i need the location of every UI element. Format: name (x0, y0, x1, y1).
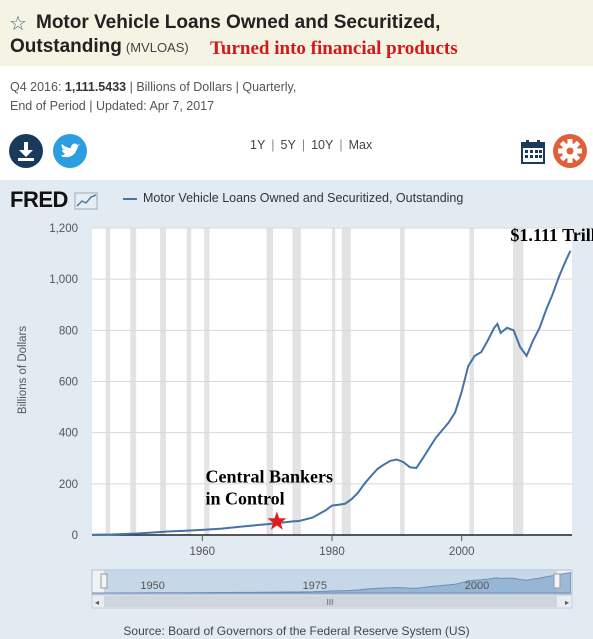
range-1y[interactable]: 1Y (250, 138, 266, 152)
x-tick-label: 1980 (319, 546, 345, 558)
meta-details-2: End of Period | Updated: Apr 7, 2017 (10, 99, 215, 113)
scroll-left-icon[interactable]: ◂ (95, 598, 99, 607)
y-tick-label: 400 (59, 428, 78, 440)
legend-swatch (123, 198, 137, 200)
annotation-in-control: in Control (206, 489, 285, 509)
meta-value: 1,111.5433 (64, 80, 127, 94)
download-icon (18, 142, 34, 161)
date-range-selector: 1Y | 5Y | 10Y | Max (250, 138, 373, 152)
navigator-handle-left[interactable] (100, 573, 108, 589)
y-tick-label: 1,200 (49, 223, 78, 235)
fred-logo: FRED (10, 187, 100, 213)
y-tick-label: 200 (59, 479, 78, 491)
range-5y[interactable]: 5Y (280, 138, 296, 152)
y-tick-label: 600 (59, 377, 78, 389)
scrollbar-grip: III (327, 598, 334, 607)
y-axis-label: Billions of Dollars (17, 326, 29, 414)
annotation-trillion: $1.111 Trillion (510, 225, 593, 245)
series-title-line1: Motor Vehicle Loans Owned and Securitize… (36, 12, 441, 33)
navigator-tick-label: 2000 (465, 580, 489, 592)
source-note: Source: Board of Governors of the Federa… (123, 624, 470, 638)
range-10y[interactable]: 10Y (311, 138, 334, 152)
y-tick-label: 0 (72, 530, 78, 542)
x-tick-labels: 1960 1980 2000 (189, 535, 475, 558)
series-title-line2: Outstanding (MVLOAS) (10, 36, 189, 58)
navigator[interactable]: 1950 1975 2000 III ◂ ▸ (91, 569, 573, 609)
annotation-central-bankers: Central Bankers (206, 467, 334, 487)
scroll-right-icon[interactable]: ▸ (565, 598, 569, 607)
navigator-ticks: 1950 1975 2000 (140, 580, 489, 592)
overlay-annotation: Turned into financial products (210, 38, 458, 59)
twitter-icon (61, 143, 80, 158)
series-id: (MVLOAS) (125, 40, 189, 55)
x-tick-label: 2000 (449, 546, 475, 558)
gridlines (92, 227, 572, 536)
series-title-text: Outstanding (10, 36, 122, 57)
fred-graph-icon (74, 192, 98, 210)
settings-button[interactable] (553, 134, 587, 168)
scrollbar-thumb[interactable] (104, 596, 557, 607)
meta-period: Q4 2016: (10, 80, 62, 94)
y-tick-labels: 0 200 400 600 800 1,000 1,200 (49, 223, 78, 542)
meta-line1: Q4 2016: 1,111.5433 | Billions of Dollar… (10, 78, 296, 97)
twitter-share-button[interactable] (53, 134, 87, 168)
legend-label[interactable]: Motor Vehicle Loans Owned and Securitize… (143, 191, 464, 205)
y-tick-label: 800 (59, 325, 78, 337)
navigator-handle-right[interactable] (553, 573, 561, 589)
series-line[interactable] (91, 250, 572, 536)
calendar-icon (521, 140, 545, 164)
navigator-tick-label: 1975 (303, 580, 327, 592)
x-tick-label: 1960 (189, 546, 215, 558)
gear-icon (558, 139, 582, 163)
star-marker-icon (267, 511, 287, 530)
meta-details-1: | Billions of Dollars | Quarterly, (129, 80, 297, 94)
navigator-area (92, 572, 571, 594)
series-meta: Q4 2016: 1,111.5433 | Billions of Dollar… (10, 78, 296, 116)
navigator-tick-label: 1950 (140, 580, 164, 592)
fred-logo-text: FRED (10, 187, 68, 212)
download-button[interactable] (9, 134, 43, 168)
series-header: ☆ Motor Vehicle Loans Owned and Securiti… (0, 0, 593, 66)
y-tick-label: 1,000 (49, 274, 78, 286)
range-max[interactable]: Max (348, 138, 373, 152)
favorite-star-icon[interactable]: ☆ (9, 11, 27, 35)
